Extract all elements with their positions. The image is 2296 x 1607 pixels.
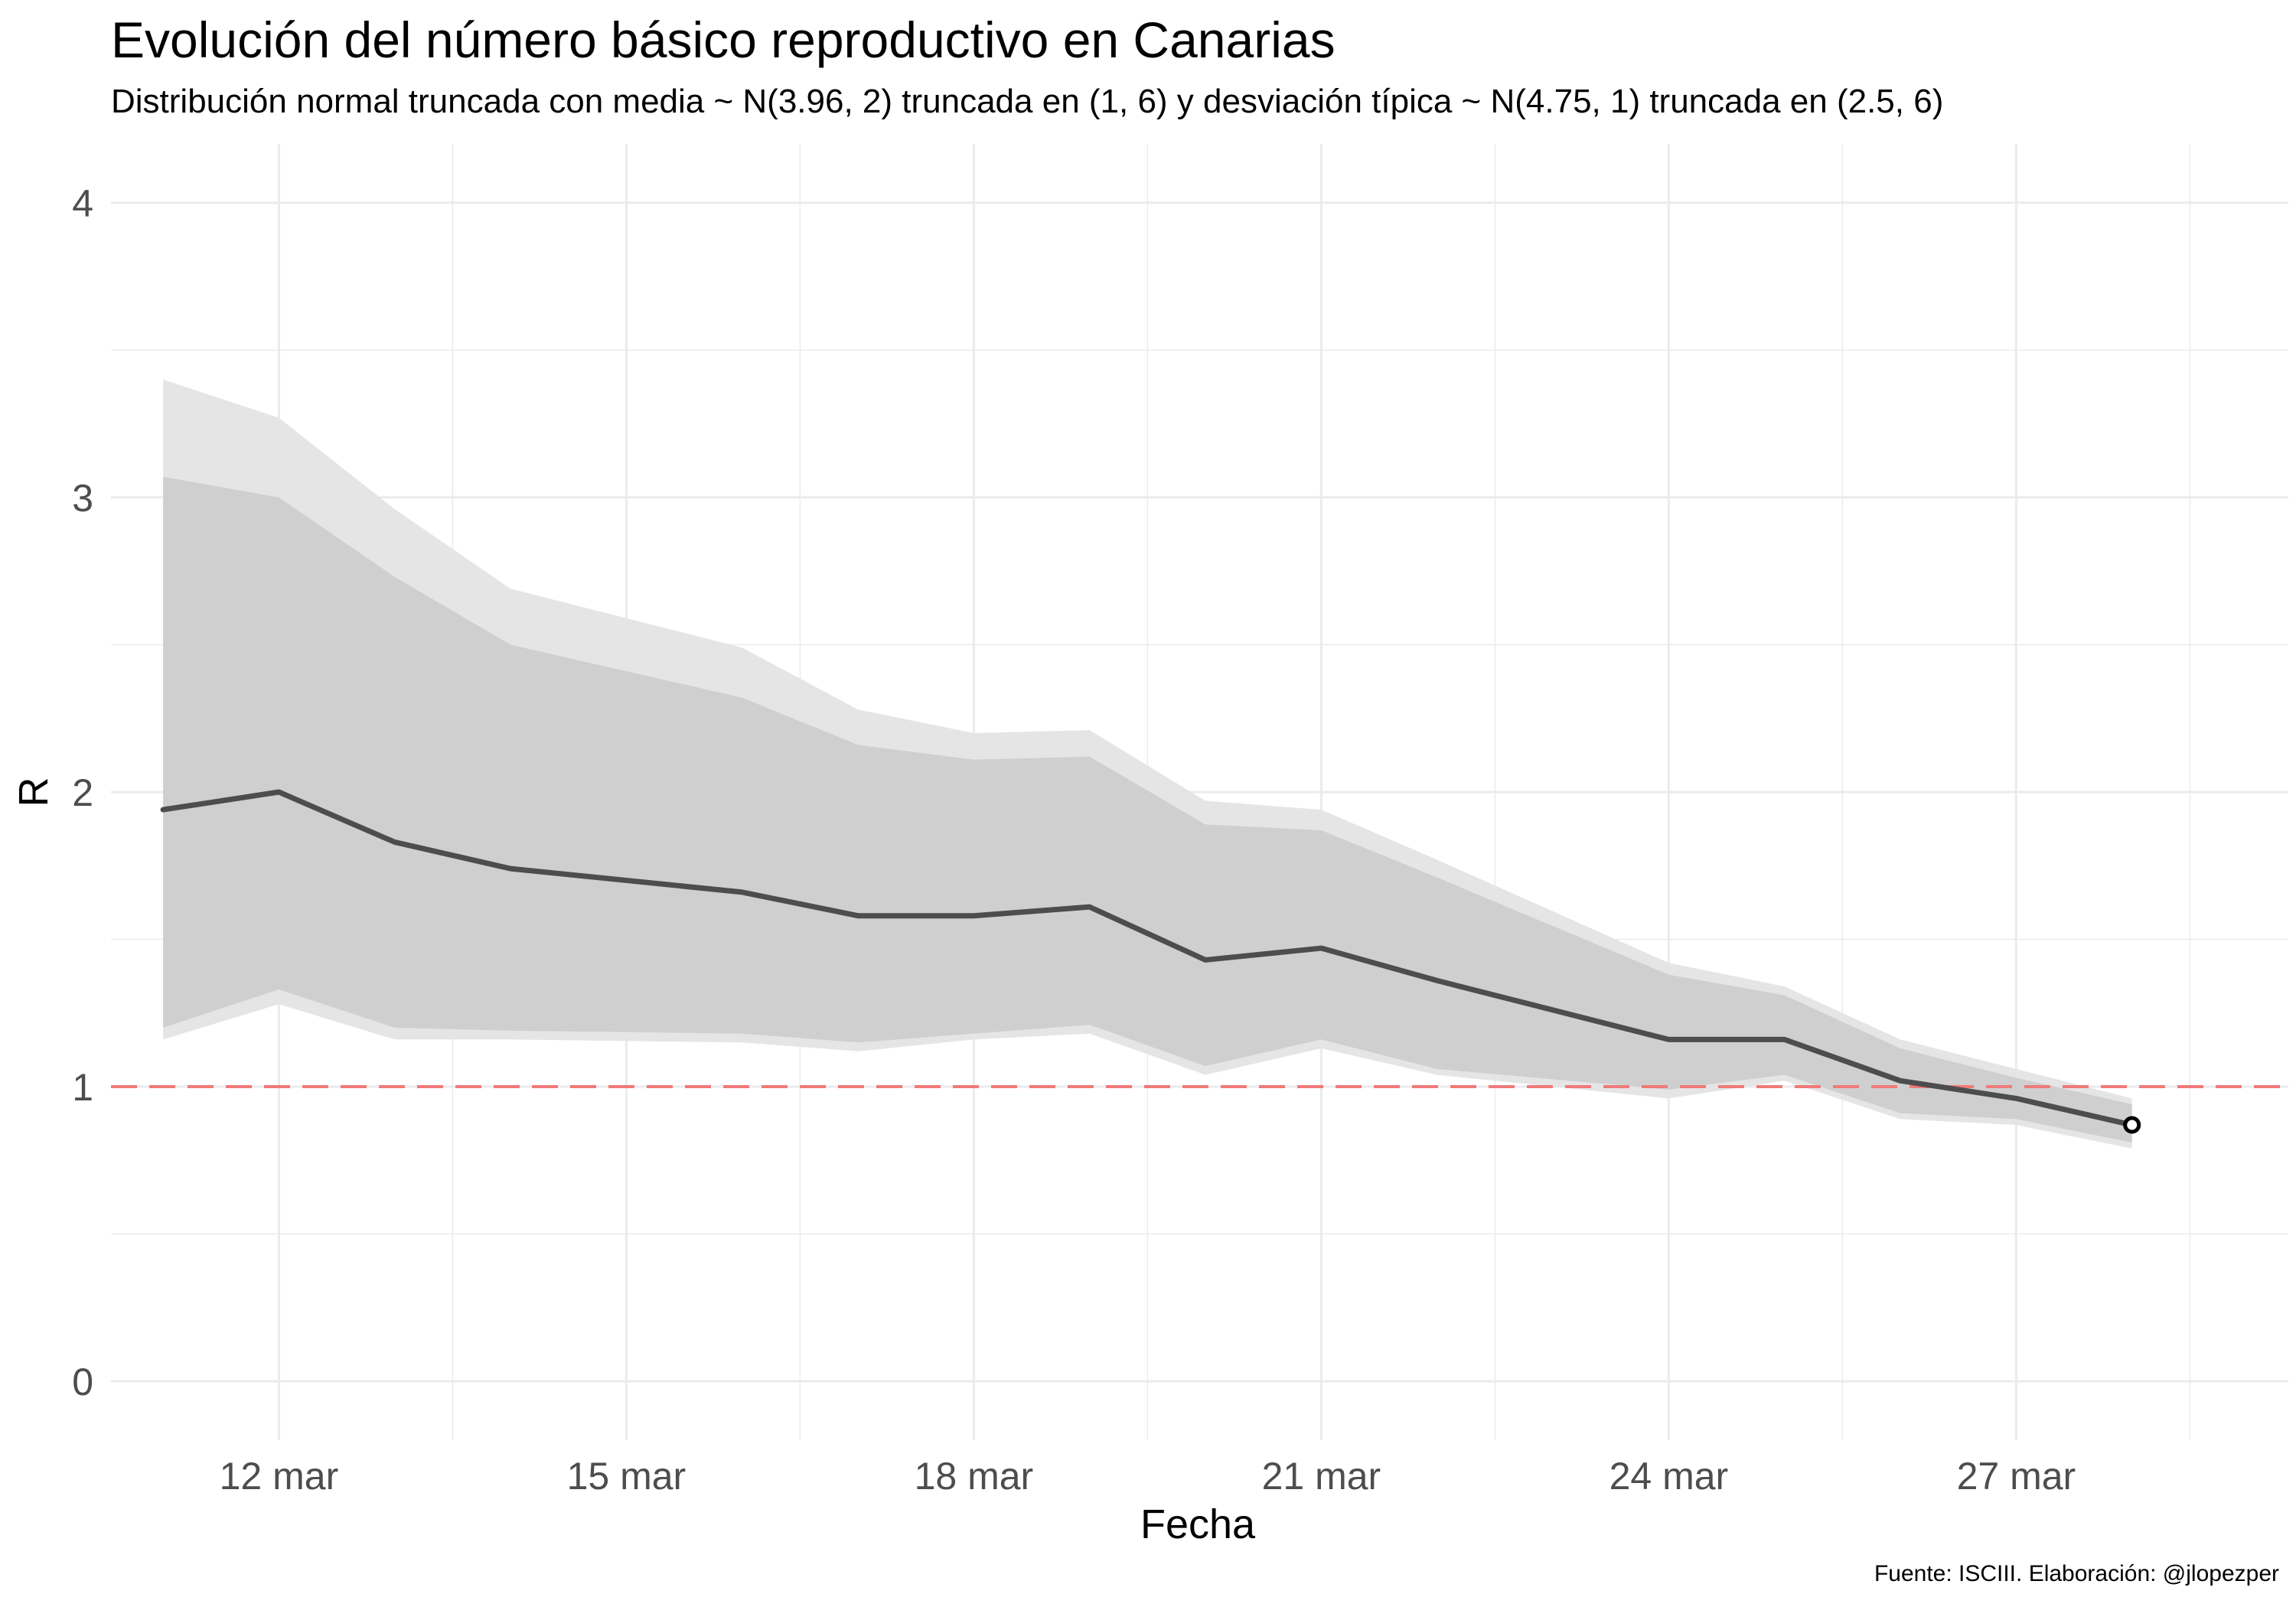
band-layer [163,380,2132,1149]
series-layer [160,789,2141,1134]
confidence-band-inner [163,477,2132,1143]
y-tick-label-0: 0 [72,1361,93,1403]
y-axis-title: R [11,777,57,807]
series-line-0 [160,789,2135,1128]
y-tick-label-1: 1 [72,1066,93,1109]
chart-subtitle: Distribución normal truncada con media ~… [111,83,1944,120]
x-axis-title: Fecha [1140,1501,1256,1547]
x-tick-label-0: 12 mar [220,1455,339,1498]
chart-title: Evolución del número básico reproductivo… [111,11,1336,68]
x-tick-label-5: 27 mar [1957,1455,2076,1498]
x-tick-label-4: 24 mar [1609,1455,1729,1498]
x-tick-label-2: 18 mar [915,1455,1034,1498]
chart-caption: Fuente: ISCIII. Elaboración: @jlopezper [1874,1561,2279,1586]
y-tick-label-2: 2 [72,771,93,814]
y-tick-label-3: 3 [72,477,93,520]
tick-layer: 0 1 2 3 4 12 mar 15 mar 18 mar 21 mar 24 mar 27 ma… [72,182,2076,1498]
x-tick-label-3: 21 mar [1262,1455,1381,1498]
last-point-marker [2123,1116,2141,1134]
y-tick-label-4: 4 [72,182,93,225]
x-tick-label-1: 15 mar [567,1455,687,1498]
